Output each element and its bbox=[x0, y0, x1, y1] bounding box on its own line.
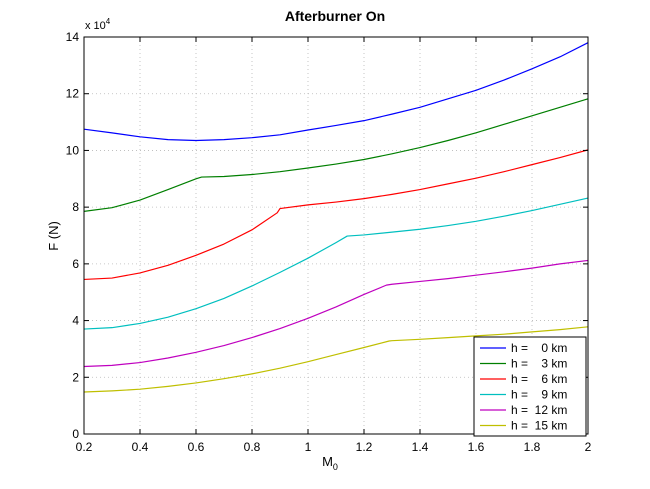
series-line bbox=[83, 197, 589, 330]
y-tick-labels: 0 2 4 6 8 10 12 14 bbox=[66, 30, 80, 441]
legend-label: h = 6 km bbox=[511, 372, 567, 386]
y-tick-label: 0 bbox=[72, 427, 79, 441]
x-tick-label: 0.2 bbox=[76, 440, 93, 454]
series-line bbox=[83, 149, 589, 281]
y-multiplier-base: x 10 bbox=[85, 20, 106, 32]
y-multiplier-exponent: 4 bbox=[106, 17, 111, 26]
x-tick-label: 1.4 bbox=[412, 440, 429, 454]
y-tick-label: 4 bbox=[72, 314, 79, 328]
x-axis-label-subscript: 0 bbox=[333, 462, 338, 472]
x-tick-label: 1.2 bbox=[356, 440, 373, 454]
x-tick-label: 0.6 bbox=[188, 440, 205, 454]
legend-label: h = 9 km bbox=[511, 388, 567, 402]
series-line bbox=[83, 259, 589, 368]
plot-frame bbox=[83, 36, 589, 435]
y-tick-label: 14 bbox=[66, 30, 80, 44]
x-tick-labels: 0.2 0.4 0.6 0.8 1 1.2 1.4 1.6 1.8 2 bbox=[76, 440, 592, 454]
series-line bbox=[83, 326, 589, 393]
x-tick-label: 1 bbox=[305, 440, 312, 454]
x-axis-label-main: M bbox=[322, 454, 333, 469]
legend-label: h = 12 km bbox=[511, 403, 567, 417]
x-axis-label: M0 bbox=[322, 454, 338, 472]
y-tick-label: 6 bbox=[72, 257, 79, 271]
y-tick-label: 8 bbox=[72, 200, 79, 214]
y-multiplier: x 104 bbox=[85, 17, 111, 32]
legend-box bbox=[473, 336, 587, 437]
x-tick-label: 1.8 bbox=[524, 440, 541, 454]
x-tick-label: 1.6 bbox=[468, 440, 485, 454]
y-tick-label: 12 bbox=[66, 87, 80, 101]
x-tick-label: 0.4 bbox=[132, 440, 149, 454]
series-line bbox=[83, 98, 589, 212]
series-line bbox=[83, 42, 589, 142]
series-lines bbox=[83, 42, 589, 393]
x-tick-label: 2 bbox=[585, 440, 592, 454]
y-tick-label: 10 bbox=[66, 143, 80, 157]
y-tick-label: 2 bbox=[72, 370, 79, 384]
chart-title: Afterburner On bbox=[285, 8, 385, 24]
legend: h = 0 km h = 3 kmh = 6 km h = 9 kmh = 12 k… bbox=[473, 336, 587, 437]
x-tick-label: 0.8 bbox=[244, 440, 261, 454]
legend-label: h = 0 km bbox=[511, 341, 567, 355]
legend-label: h = 3 km bbox=[511, 357, 567, 371]
legend-label: h = 15 km bbox=[511, 419, 567, 433]
y-axis-label: F (N) bbox=[46, 221, 61, 251]
